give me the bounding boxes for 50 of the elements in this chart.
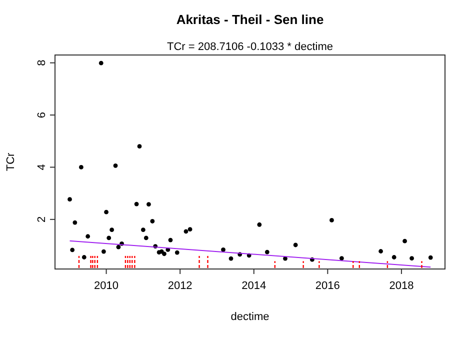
point <box>283 256 288 261</box>
point <box>134 202 139 206</box>
x-tick-label: 2012 <box>168 280 192 292</box>
x-tick-label: 2018 <box>389 280 414 292</box>
point <box>82 255 86 260</box>
point <box>228 256 234 261</box>
chart-title: Akritas - Theil - Sen line <box>176 12 324 27</box>
point <box>137 144 142 149</box>
point <box>98 60 104 66</box>
point <box>113 163 118 168</box>
point <box>68 197 72 202</box>
x-tick-label: 2014 <box>242 280 266 292</box>
point <box>428 255 433 260</box>
point <box>102 249 106 254</box>
point <box>144 236 148 240</box>
point <box>162 252 166 256</box>
point <box>410 256 414 260</box>
point <box>402 238 407 244</box>
point <box>150 219 155 224</box>
chart-subtitle: TCr = 208.7106 -0.1033 * dectime <box>166 41 334 53</box>
point <box>104 210 108 214</box>
point <box>330 218 334 222</box>
point <box>78 165 84 170</box>
point <box>72 220 78 225</box>
point <box>140 228 146 232</box>
point <box>86 234 90 239</box>
point <box>257 222 262 227</box>
y-tick-label: 8 <box>36 60 48 66</box>
point <box>70 248 75 252</box>
point <box>110 228 114 232</box>
point <box>188 227 192 232</box>
point <box>116 244 121 250</box>
point <box>392 255 396 260</box>
point <box>184 229 188 234</box>
y-tick-label: 6 <box>36 112 48 118</box>
x-tick-label: 2016 <box>315 280 340 292</box>
point <box>339 256 344 260</box>
point <box>378 249 383 254</box>
point <box>293 242 298 248</box>
y-tick-label: 2 <box>36 216 48 222</box>
y-axis-title: TCr <box>5 152 17 172</box>
point <box>174 250 180 255</box>
point <box>264 250 270 254</box>
point <box>221 247 226 252</box>
point <box>106 236 112 240</box>
point <box>146 202 151 206</box>
x-tick-label: 2010 <box>94 280 119 292</box>
x-axis-title: dectime <box>230 311 270 323</box>
point <box>168 238 173 242</box>
y-tick-label: 4 <box>36 164 48 170</box>
